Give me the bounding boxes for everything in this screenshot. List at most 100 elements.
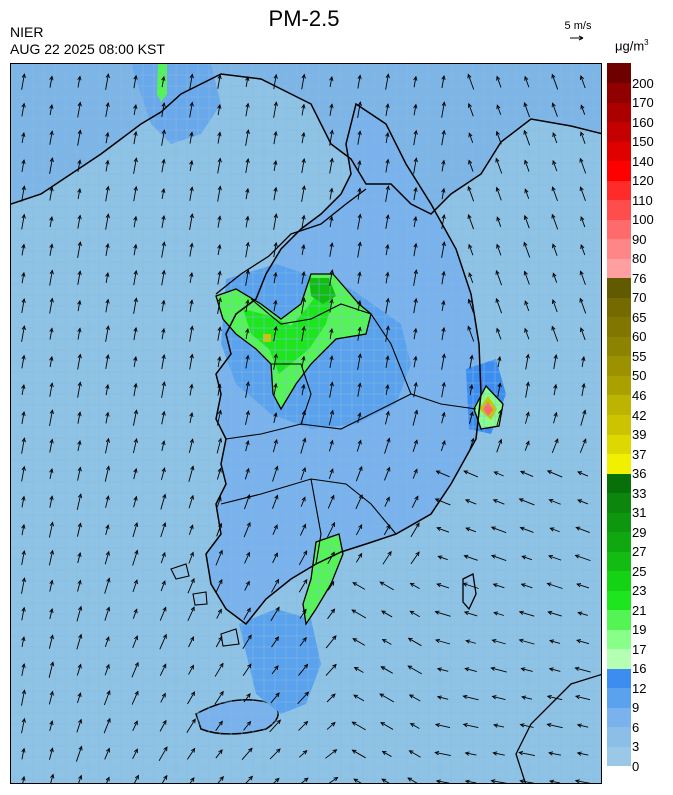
wind-arrow-head xyxy=(274,777,280,783)
wind-arrow-head xyxy=(274,636,280,641)
wind-arrow xyxy=(385,104,389,116)
wind-arrow xyxy=(385,298,389,314)
wind-arrow-head xyxy=(464,779,470,783)
wind-arrow-head xyxy=(275,578,280,584)
wind-arrow-head xyxy=(574,554,580,559)
wind-arrow-head xyxy=(162,493,167,499)
wind-arrow-head xyxy=(189,73,194,79)
wind-arrow xyxy=(519,611,535,617)
wind-arrow xyxy=(273,300,277,312)
wind-arrow xyxy=(159,607,167,621)
wind-arrow-head xyxy=(525,440,530,446)
wind-arrow-head xyxy=(301,270,306,276)
wind-arrow xyxy=(441,412,445,424)
wind-arrow xyxy=(133,244,137,256)
wind-arrow-head xyxy=(217,355,222,361)
wind-arrow xyxy=(413,76,417,88)
wind-arrow-head xyxy=(218,578,223,584)
wind-arrow-head xyxy=(133,356,138,362)
pm-contour-east xyxy=(473,384,504,430)
wind-arrow xyxy=(327,608,335,620)
wind-arrow-head xyxy=(415,551,420,557)
wind-arrow-head xyxy=(161,440,166,446)
wind-arrow-head xyxy=(546,470,552,475)
legend-tick-label: 21 xyxy=(632,602,647,618)
wind-arrow-head xyxy=(77,493,83,499)
wind-arrow xyxy=(329,270,333,286)
wind-arrow-head xyxy=(523,241,528,247)
wind-arrow xyxy=(441,300,445,312)
wind-arrow xyxy=(491,667,507,673)
wind-arrow-head xyxy=(357,159,362,165)
wind-arrow xyxy=(76,664,82,676)
wind-arrow xyxy=(105,214,109,230)
wind-arrow xyxy=(21,578,25,594)
wind-arrow-head xyxy=(49,747,54,753)
wind-arrow-head xyxy=(496,216,501,222)
wind-arrow-head xyxy=(386,466,391,472)
wind-arrow-head xyxy=(217,74,222,80)
wind-arrow xyxy=(133,496,137,508)
wind-arrow xyxy=(104,664,110,676)
wind-arrow xyxy=(216,523,222,537)
wind-arrow-head xyxy=(245,241,250,247)
wind-arrow-head xyxy=(77,522,82,528)
wind-arrow-head xyxy=(273,130,278,136)
wind-arrow xyxy=(325,635,337,649)
pm25-map[interactable] xyxy=(10,63,602,784)
wind-arrow-head xyxy=(78,633,83,639)
wind-arrow-head xyxy=(441,411,446,417)
wind-arrow-head xyxy=(276,719,282,725)
wind-arrow-head xyxy=(245,328,250,334)
wind-arrow-head xyxy=(301,496,306,502)
wind-arrow-head xyxy=(49,521,55,527)
legend-swatch xyxy=(607,687,631,708)
wind-arrow xyxy=(325,664,337,676)
wind-arrow xyxy=(133,356,137,368)
wind-arrow-head xyxy=(189,159,194,165)
wind-arrow-head xyxy=(301,467,306,473)
wind-arrow xyxy=(464,555,478,561)
legend-swatch xyxy=(607,434,631,455)
wind-arrow-head xyxy=(190,777,195,782)
legend-tick-label: 160 xyxy=(632,114,654,130)
wind-arrow xyxy=(245,382,249,398)
wind-arrow xyxy=(189,187,193,201)
wind-arrow-head xyxy=(217,297,222,303)
wind-arrow-head xyxy=(77,270,82,276)
wind-arrow xyxy=(273,326,277,342)
wind-arrow xyxy=(104,551,110,565)
wind-arrow xyxy=(189,384,193,396)
wind-arrow xyxy=(104,607,110,621)
wind-arrow xyxy=(133,104,137,116)
wind-arrow-head xyxy=(413,129,418,135)
wind-arrow-head xyxy=(468,132,473,138)
wind-arrow-head xyxy=(134,549,139,555)
wind-arrow xyxy=(355,494,363,510)
wind-arrow xyxy=(132,721,138,731)
wind-arrow-head xyxy=(273,186,278,192)
wind-arrow-head xyxy=(49,549,54,555)
wind-arrow-head xyxy=(49,634,54,640)
wind-arrow-head xyxy=(496,243,501,249)
wind-arrow-head xyxy=(520,583,526,588)
wind-arrow xyxy=(410,522,420,538)
wind-arrow-head xyxy=(385,325,390,331)
wind-arrow-head xyxy=(580,104,585,110)
wind-arrow-head xyxy=(380,722,386,727)
wind-arrow-head xyxy=(413,381,418,387)
wind-arrow-head xyxy=(161,353,166,359)
wind-arrow xyxy=(75,746,83,762)
wind-arrow-head xyxy=(21,523,26,529)
wind-arrow xyxy=(300,438,306,454)
wind-arrow-head xyxy=(495,157,500,163)
wind-arrow xyxy=(273,383,277,397)
wind-arrow-head xyxy=(548,639,554,644)
wind-arrow-head xyxy=(518,498,524,503)
wind-arrow-head xyxy=(329,439,334,445)
wind-arrow xyxy=(299,637,307,647)
wind-arrow xyxy=(385,384,389,396)
southwest-islands xyxy=(170,563,240,647)
wind-arrow-head xyxy=(357,439,362,445)
wind-arrow-head xyxy=(77,579,82,585)
